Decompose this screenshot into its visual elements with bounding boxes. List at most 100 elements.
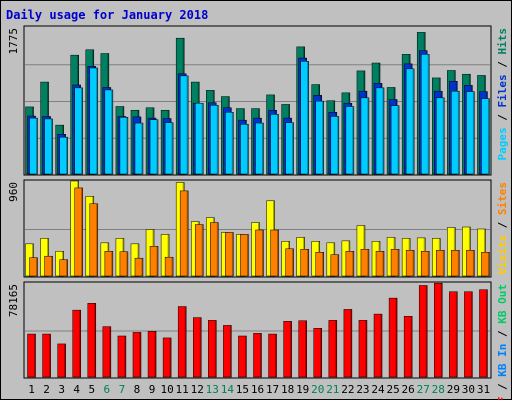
bar-shadow [485, 289, 488, 377]
bar-shadow [352, 106, 354, 174]
bar-shadow [290, 321, 292, 377]
bar-sites-day-18 [285, 248, 294, 277]
bar-shadow [457, 250, 460, 276]
bar-kb-f-day-24 [373, 313, 383, 378]
bar-pages-day-25 [390, 105, 400, 175]
bar-shadow [126, 251, 128, 276]
x-tick-label: 10 [160, 383, 173, 396]
x-tick-label: 8 [134, 383, 141, 396]
bar-shadow [216, 222, 219, 276]
x-tick-label: 17 [266, 383, 279, 396]
bar-shadow [487, 252, 490, 276]
bar-sites-day-30 [466, 250, 475, 277]
bar-shadow [472, 250, 475, 276]
bar-pages-day-20 [315, 100, 325, 175]
bar-shadow [111, 89, 113, 174]
bar-shadow [154, 331, 157, 377]
bar-shadow [487, 98, 490, 174]
bar-shadow [350, 309, 352, 377]
bar-shadow [171, 122, 174, 174]
bar-sites-day-16 [255, 229, 264, 277]
bar-shadow [307, 61, 309, 174]
bar-shadow [184, 306, 187, 377]
bar-kb-f-day-23 [358, 320, 368, 378]
bar-pages-day-22 [345, 106, 355, 175]
bar-shadow [320, 328, 322, 377]
bar-shadow [81, 187, 83, 276]
bar-pages-day-11 [179, 75, 189, 175]
bar-shadow [292, 248, 294, 276]
x-tick-label: 26 [402, 383, 415, 396]
bar-pages-day-10 [164, 122, 174, 175]
x-tick-label: 2 [43, 383, 50, 396]
bar-shadow [412, 68, 415, 174]
bar-kb-f-day-16 [253, 333, 262, 378]
bar-shadow [167, 234, 170, 276]
bar-shadow [141, 123, 143, 174]
bar-shadow [199, 317, 202, 377]
bar-shadow [322, 252, 324, 276]
bar-kb-f-day-13 [208, 320, 217, 378]
bar-shadow [277, 114, 279, 174]
bar-kb-f-day-3 [57, 343, 66, 378]
bar-shadow [335, 320, 337, 377]
legend-entry: / [496, 377, 509, 397]
bar-kb-f-day-20 [313, 328, 323, 378]
bar-shadow [472, 91, 475, 174]
bar-shadow [442, 250, 445, 276]
bar-pages-day-16 [255, 122, 264, 175]
bar-shadow [156, 119, 159, 174]
legend-entry: Visits [496, 235, 509, 275]
bar-kb-f-day-30 [464, 291, 473, 378]
bar-shadow [427, 54, 430, 175]
bar-sites-day-7 [119, 251, 129, 277]
bar-shadow [139, 332, 141, 377]
bar-sites-day-29 [451, 250, 460, 277]
x-tick-label: 4 [73, 383, 80, 396]
bar-shadow [156, 246, 159, 276]
bar-kb-f-day-15 [238, 335, 247, 378]
panel-middle: 960 Visits / Sites [7, 179, 509, 278]
bar-pages-day-28 [436, 97, 445, 175]
bar-sites-day-9 [149, 246, 159, 277]
bar-kb-f-day-9 [147, 331, 157, 378]
bar-shadow [51, 118, 53, 174]
bar-pages-day-15 [240, 124, 249, 175]
bar-pages-day-13 [210, 105, 219, 175]
legend-entry: / [496, 55, 509, 75]
bar-kb-f-day-25 [388, 297, 398, 378]
bar-kb-f-day-27 [418, 285, 428, 378]
bar-shadow [337, 254, 339, 276]
y-max-label: 1775 [7, 28, 20, 55]
bar-kb-f-day-6 [102, 326, 112, 378]
bar-shadow [440, 283, 443, 377]
x-tick-label: 30 [462, 383, 475, 396]
x-tick-label: 27 [417, 383, 430, 396]
bar-sites-day-19 [300, 249, 309, 277]
bar-sites-day-11 [179, 190, 189, 277]
bar-shadow [470, 291, 473, 377]
bar-kb-f-day-26 [403, 316, 413, 378]
bar-kb-f-day-5 [87, 303, 97, 378]
x-tick-label: 24 [371, 383, 385, 396]
bar-kb-f-day-14 [223, 325, 232, 378]
y-max-label: 78165 [7, 284, 20, 317]
bar-sites-day-2 [44, 255, 53, 277]
x-tick-label: 23 [356, 383, 369, 396]
bar-sites-day-17 [270, 229, 279, 277]
bar-shadow [246, 124, 249, 174]
legend-entry: / [496, 108, 509, 128]
bar-shadow [111, 251, 113, 276]
bar-sites-day-20 [315, 252, 325, 277]
bar-sites-day-3 [59, 259, 68, 277]
bar-shadow [186, 190, 189, 276]
x-tick-label: 13 [206, 383, 219, 396]
bar-pages-day-2 [44, 118, 53, 175]
bar-sites-day-8 [134, 257, 144, 277]
bar-shadow [66, 259, 68, 276]
bar-shadow [246, 234, 249, 276]
x-tick-label: 1 [28, 383, 35, 396]
bar-pages-day-18 [285, 122, 294, 175]
bar-sites-day-15 [240, 234, 249, 277]
bar-pages-day-7 [119, 117, 129, 175]
